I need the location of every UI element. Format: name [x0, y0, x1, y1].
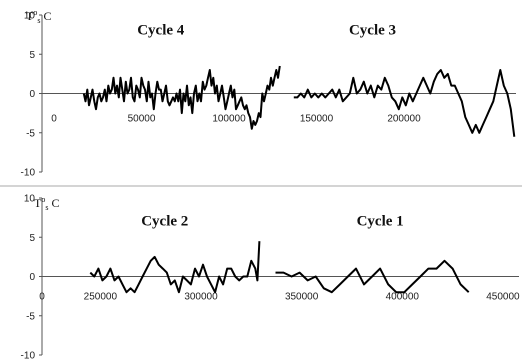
y-tick-label: 10 [24, 11, 36, 22]
series-line-2 [293, 69, 516, 137]
cycle-label: Cycle 4 [137, 23, 185, 39]
x-tick-label: 350000 [285, 292, 319, 303]
y-axis-label-T: T [34, 196, 42, 210]
x-tick-label: 100000 [212, 114, 246, 125]
y-axis-label-sub: s [45, 203, 48, 212]
x-tick-label: 200000 [387, 114, 421, 125]
x-tick-label: 300000 [184, 292, 218, 303]
x-tick-label: 250000 [84, 292, 118, 303]
y-tick-label: 5 [29, 233, 35, 244]
y-axis-label-sub: s [37, 16, 40, 25]
y-axis-label-unit: C [40, 9, 51, 23]
x-tick-label: 450000 [486, 292, 520, 303]
y-tick-label: 0 [29, 272, 35, 283]
x-tick-label: 400000 [386, 292, 420, 303]
y-axis-label: Tos C [34, 195, 59, 212]
y-tick-label: -5 [26, 311, 35, 322]
series-line-3 [89, 241, 261, 294]
cycle-label: Cycle 1 [357, 213, 404, 229]
cycle-label: Cycle 3 [349, 23, 396, 39]
x-tick-label: 0 [51, 114, 57, 125]
y-tick-label: 5 [29, 50, 35, 61]
y-tick-label: -10 [21, 351, 36, 362]
y-axis-label-T: T [26, 9, 34, 23]
x-tick-label: 50000 [128, 114, 156, 125]
y-tick-label: -5 [26, 128, 35, 139]
y-axis-label-unit: C [48, 196, 59, 210]
y-axis-label: Tos C [26, 8, 51, 25]
cycle-label: Cycle 2 [141, 213, 188, 229]
y-axis-label-sup: o [33, 8, 37, 17]
y-axis-label-sup: o [41, 195, 45, 204]
y-tick-label: -10 [21, 168, 36, 179]
series-line-4 [275, 259, 470, 294]
y-tick-label: 10 [24, 194, 36, 205]
y-tick-label: 0 [29, 89, 35, 100]
x-tick-label: 150000 [300, 114, 334, 125]
x-tick-label: 0 [39, 292, 45, 303]
series-line-1 [82, 65, 281, 130]
